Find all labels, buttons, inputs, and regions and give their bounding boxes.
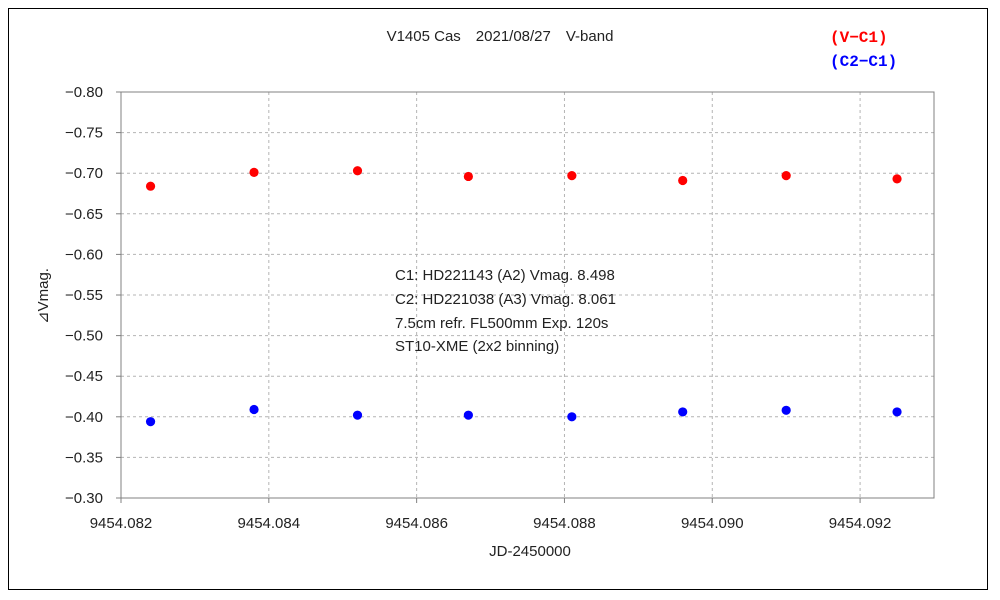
y-tick-label: −0.65 xyxy=(65,206,103,223)
y-tick-label: −0.45 xyxy=(65,368,103,385)
point-c2-c1 xyxy=(567,412,577,422)
y-tick-label: −0.30 xyxy=(65,490,103,507)
point-v-c1 xyxy=(892,174,902,184)
y-tick-label: −0.50 xyxy=(65,328,103,345)
y-tick-label: −0.35 xyxy=(65,449,103,466)
x-tick-label: 9454.086 xyxy=(385,515,448,532)
legend-entry-v-c1: (V−C1) xyxy=(830,29,888,47)
y-tick-label: −0.80 xyxy=(65,84,103,101)
point-v-c1 xyxy=(567,171,577,181)
y-tick-label: −0.70 xyxy=(65,165,103,182)
x-axis-label: JD-2450000 xyxy=(489,543,571,560)
x-tick-label: 9454.084 xyxy=(238,515,301,532)
point-v-c1 xyxy=(145,181,156,191)
point-c2-c1 xyxy=(145,417,156,427)
point-c2-c1 xyxy=(892,407,902,417)
point-v-c1 xyxy=(678,175,688,186)
point-c2-c1 xyxy=(463,410,473,420)
y-tick-label: −0.60 xyxy=(65,246,103,263)
annotation-block: C1: HD221143 (A2) Vmag. 8.498 C2: HD2210… xyxy=(395,267,616,355)
y-axis: −0.80 −0.75 −0.70 −0.65 −0.60 −0.55 −0.50 −0.45… xyxy=(65,84,121,507)
chart-frame xyxy=(8,8,988,590)
x-tick-label: 9454.088 xyxy=(533,515,596,532)
annotation-line: C2: HD221038 (A3) Vmag. 8.061 xyxy=(395,291,616,308)
legend-entry-c2-c1: (C2−C1) xyxy=(830,53,897,71)
point-c2-c1 xyxy=(249,404,259,415)
point-v-c1 xyxy=(781,171,791,181)
point-v-c1 xyxy=(463,171,473,182)
y-tick-label: −0.75 xyxy=(65,125,103,142)
annotation-line: ST10-XME (2x2 binning) xyxy=(395,338,559,355)
y-axis-label: ⊿Vmag. xyxy=(35,268,52,324)
x-axis: 9454.082 9454.084 9454.086 9454.088 9454.090… xyxy=(90,498,892,532)
annotation-line: C1: HD221143 (A2) Vmag. 8.498 xyxy=(395,267,615,284)
point-c2-c1 xyxy=(781,405,791,415)
point-v-c1 xyxy=(249,167,259,177)
point-c2-c1 xyxy=(352,410,363,420)
y-tick-label: −0.40 xyxy=(65,409,103,426)
grid xyxy=(121,92,934,498)
x-tick-label: 9454.092 xyxy=(829,515,892,532)
legend: (V−C1) (C2−C1) xyxy=(830,29,897,71)
x-tick-label: 9454.082 xyxy=(90,515,153,532)
annotation-line: 7.5cm refr. FL500mm Exp. 120s xyxy=(395,315,608,332)
x-tick-label: 9454.090 xyxy=(681,515,744,532)
point-v-c1 xyxy=(352,166,363,176)
point-c2-c1 xyxy=(678,407,688,417)
data-points xyxy=(145,166,902,427)
chart-title: V1405 Cas 2021/08/27 V-band xyxy=(387,28,614,45)
y-tick-label: −0.55 xyxy=(65,287,103,304)
